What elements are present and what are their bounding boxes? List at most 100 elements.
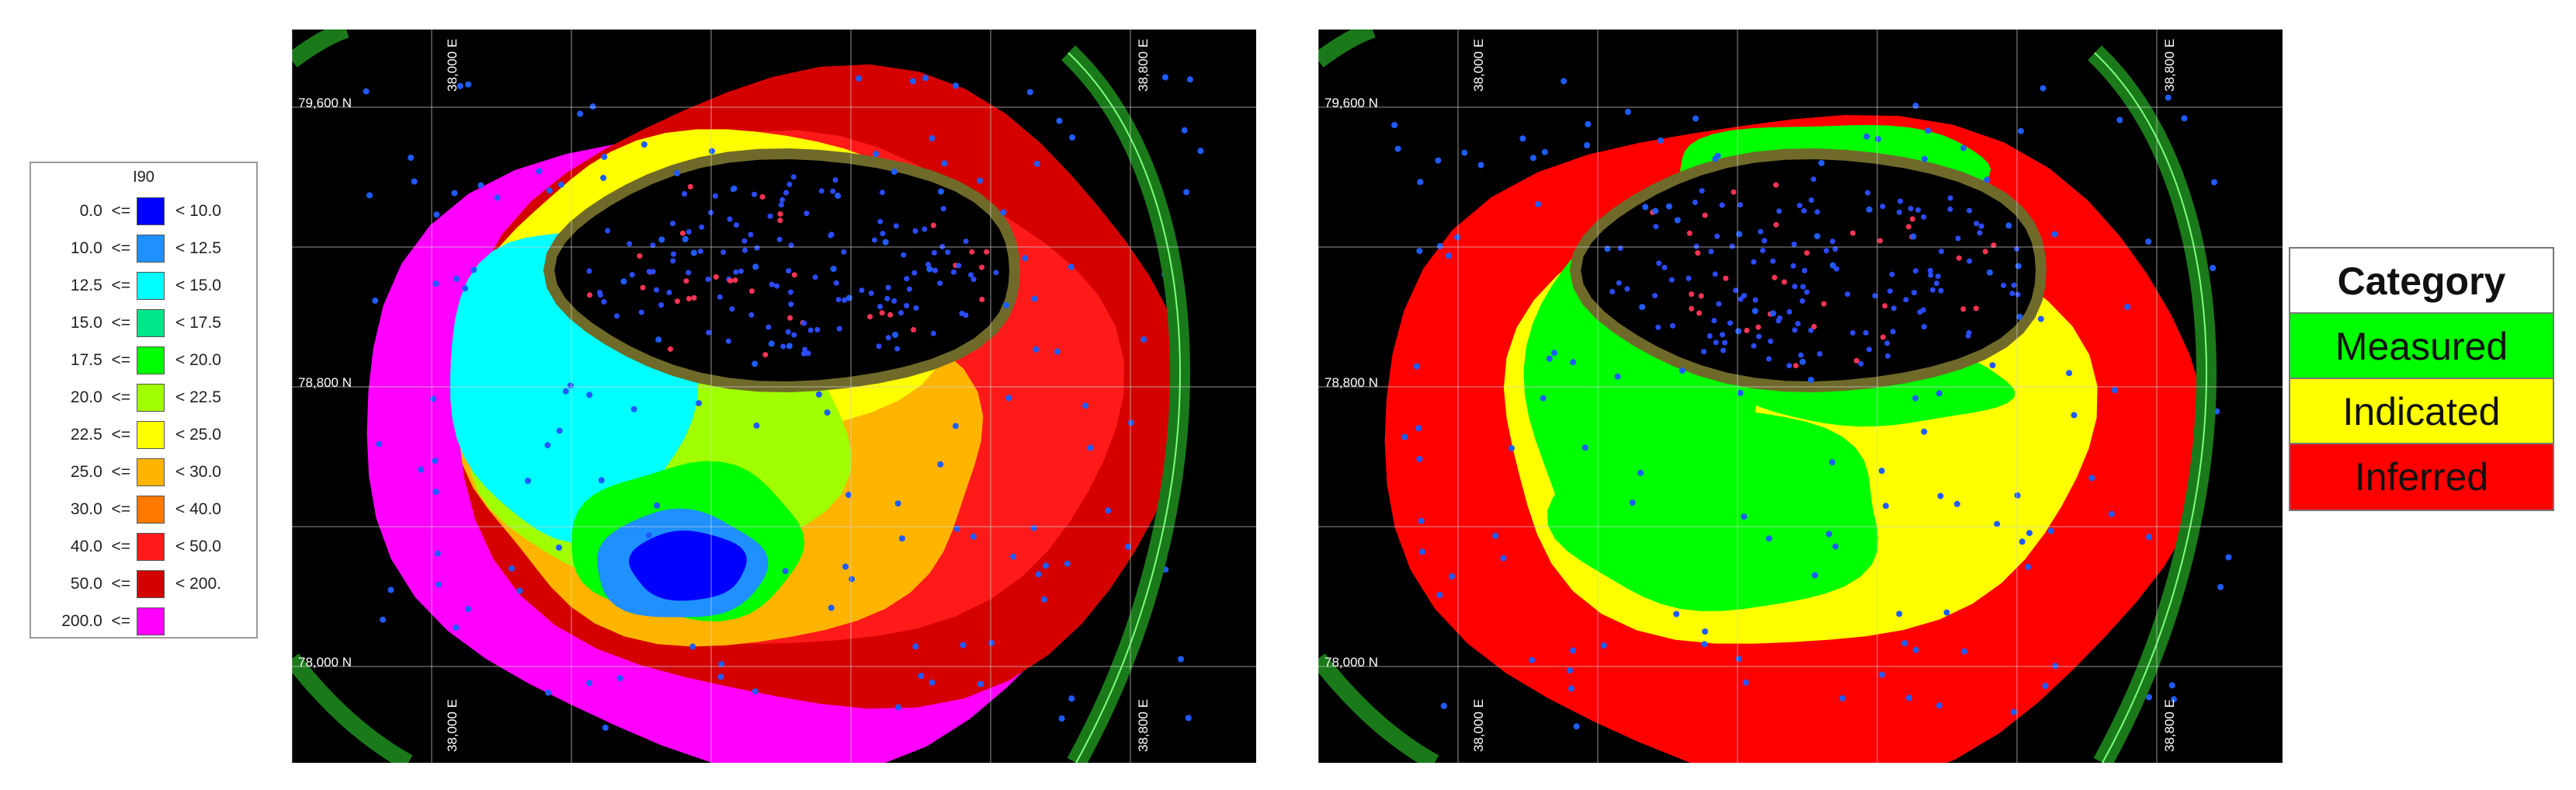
drillhole-dot bbox=[1878, 671, 1885, 678]
drillhole-dot bbox=[1814, 233, 1821, 240]
drillhole-dot bbox=[1908, 206, 1914, 211]
drillhole-dot bbox=[470, 266, 477, 273]
drillhole-dot bbox=[931, 249, 937, 256]
drillhole-dot bbox=[686, 229, 692, 235]
drillhole-dot bbox=[1391, 122, 1398, 128]
legend-row: 20.0 <= < 22.5 bbox=[31, 384, 256, 412]
legend-lower-bound: 30.0 <= bbox=[70, 500, 130, 518]
drillhole-dot bbox=[906, 286, 912, 292]
drillhole-dot bbox=[1989, 362, 1996, 369]
grade-map: 79,600 N 78,800 N 78,000 N 38,000 E 38,800 E… bbox=[292, 30, 1256, 763]
drillhole-dot bbox=[963, 238, 969, 245]
drillhole-dot bbox=[748, 311, 755, 318]
drillhole-dot bbox=[2124, 304, 2131, 310]
legend-swatch bbox=[137, 421, 165, 449]
drillhole-dot bbox=[1773, 182, 1779, 188]
drillhole-dot bbox=[790, 174, 797, 180]
drillhole-dot bbox=[605, 228, 611, 234]
drillhole-dot bbox=[977, 680, 984, 687]
drillhole-dot bbox=[616, 675, 623, 681]
drillhole-dot bbox=[1834, 266, 1839, 272]
drillhole-dot bbox=[1105, 507, 1112, 514]
legend-lower-bound: 200.0 <= bbox=[61, 612, 130, 630]
legend-upper-bound: < 12.5 bbox=[175, 239, 221, 257]
drillhole-dot bbox=[752, 263, 759, 270]
drillhole-dot bbox=[1811, 572, 1818, 579]
drillhole-dot bbox=[1853, 357, 1859, 364]
drillhole-dot bbox=[885, 335, 891, 341]
drillhole-dot bbox=[429, 395, 436, 402]
drillhole-dot bbox=[2108, 510, 2115, 517]
drillhole-dot bbox=[1883, 503, 1889, 510]
drillhole-dot bbox=[1829, 238, 1835, 245]
drillhole-dot bbox=[1755, 324, 1762, 330]
drillhole-dot bbox=[2170, 696, 2177, 703]
drillhole-dot bbox=[727, 278, 734, 284]
drillhole-dot bbox=[1665, 203, 1672, 210]
drillhole-dot bbox=[1068, 695, 1075, 702]
drillhole-dot bbox=[1652, 207, 1659, 214]
drillhole-dot bbox=[627, 241, 633, 247]
drillhole-dot bbox=[899, 535, 905, 542]
drillhole-dot bbox=[753, 422, 760, 429]
drillhole-dot bbox=[1413, 363, 1420, 370]
drillhole-dot bbox=[922, 226, 928, 232]
drillhole-dot bbox=[1435, 157, 1442, 164]
drillhole-dot bbox=[1829, 262, 1836, 269]
drillhole-dot bbox=[1978, 223, 1984, 229]
drillhole-dot bbox=[1947, 206, 1953, 212]
legend-lower-bound: 22.5 <= bbox=[70, 426, 130, 444]
drillhole-dot bbox=[2017, 127, 2024, 134]
drillhole-dot bbox=[791, 332, 797, 338]
drillhole-dot bbox=[1031, 295, 1038, 302]
drillhole-dot bbox=[1454, 234, 1461, 241]
drillhole-dot bbox=[1041, 596, 1048, 603]
drillhole-dot bbox=[646, 269, 652, 275]
drillhole-dot bbox=[1967, 207, 1973, 214]
drillhole-dot bbox=[741, 238, 748, 244]
legend-swatch bbox=[137, 570, 165, 598]
drillhole-dot bbox=[856, 75, 863, 82]
drillhole-dot bbox=[1183, 189, 1190, 196]
drillhole-dot bbox=[687, 183, 693, 190]
drillhole-dot bbox=[729, 306, 735, 312]
drillhole-dot bbox=[1624, 109, 1631, 115]
drillhole-dot bbox=[516, 587, 523, 594]
legend-swatch bbox=[137, 346, 165, 374]
zone-0-10 bbox=[628, 531, 747, 601]
drillhole-dot bbox=[1751, 259, 1757, 265]
drillhole-dot bbox=[453, 624, 460, 631]
drillhole-dot bbox=[812, 274, 818, 280]
drillhole-dot bbox=[1529, 656, 1536, 663]
legend-title: I90 bbox=[133, 169, 154, 186]
drillhole-dot bbox=[800, 350, 807, 357]
drillhole-dot bbox=[1823, 248, 1829, 254]
drillhole-dot bbox=[1880, 204, 1886, 210]
drillhole-dot bbox=[387, 586, 394, 593]
drillhole-dot bbox=[894, 346, 901, 352]
drillhole-dot bbox=[1068, 263, 1074, 270]
drillhole-dot bbox=[1768, 338, 1773, 344]
drillhole-dot bbox=[1922, 155, 1928, 162]
drillhole-dot bbox=[433, 211, 440, 218]
drillhole-dot bbox=[718, 661, 725, 667]
legend-upper-bound: < 15.0 bbox=[175, 277, 221, 294]
drillhole-dot bbox=[1984, 176, 1991, 183]
drillhole-dot bbox=[1792, 327, 1798, 333]
drillhole-dot bbox=[1546, 355, 1553, 362]
drillhole-dot bbox=[1762, 238, 1768, 244]
drillhole-dot bbox=[1686, 275, 1692, 281]
legend-row: 0.0 <= < 10.0 bbox=[31, 197, 256, 225]
drillhole-dot bbox=[1890, 329, 1896, 335]
drillhole-dot bbox=[654, 287, 659, 293]
drillhole-dot bbox=[762, 352, 769, 358]
drillhole-dot bbox=[1535, 200, 1542, 207]
drillhole-dot bbox=[1808, 327, 1814, 333]
drillhole-dot bbox=[1912, 646, 1919, 653]
drillhole-dot bbox=[525, 478, 531, 484]
drillhole-dot bbox=[1449, 573, 1455, 579]
category-indicated: Indicated bbox=[2290, 379, 2553, 444]
drillhole-dot bbox=[1911, 290, 1917, 296]
drillhole-dot bbox=[841, 249, 847, 255]
drillhole-dot bbox=[1446, 252, 1452, 259]
